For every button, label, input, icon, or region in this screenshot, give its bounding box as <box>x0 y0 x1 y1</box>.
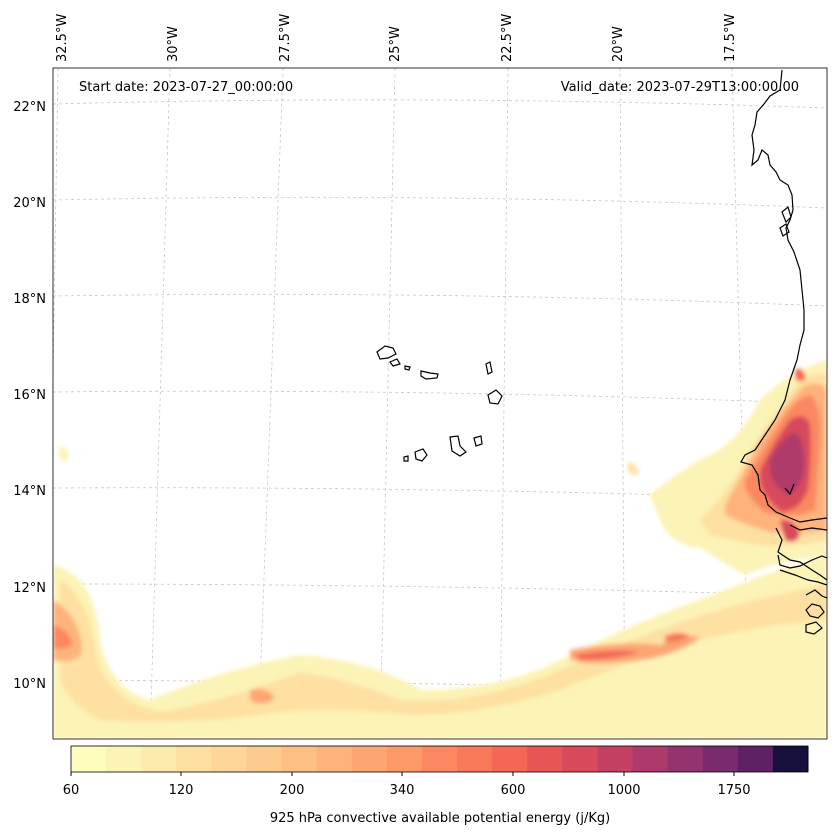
lat-label: 12°N <box>13 581 46 596</box>
coastlines <box>740 69 827 635</box>
colorbar-tick-label: 60 <box>63 783 80 798</box>
colorbar-ticks <box>70 772 735 776</box>
colorbar-swatch <box>176 746 212 772</box>
colorbar-swatch <box>457 746 493 772</box>
lon-label: 22.5°W <box>500 14 515 62</box>
colorbar-swatch <box>141 746 177 772</box>
valid-date-label: Valid_date: 2023-07-29T13:00:00.00 <box>561 80 799 95</box>
colorbar-tick-label: 120 <box>169 783 194 798</box>
colorbar-tick-label: 200 <box>280 783 305 798</box>
lat-label: 18°N <box>13 292 46 307</box>
colorbar-swatch <box>667 746 704 772</box>
colorbar-swatch <box>281 746 318 772</box>
lat-label: 22°N <box>13 100 46 115</box>
lat-label: 10°N <box>13 677 46 692</box>
colorbar-swatch <box>737 746 774 772</box>
map-frame <box>52 67 828 740</box>
colorbar-swatch <box>351 746 388 772</box>
lat-label: 16°N <box>13 388 46 403</box>
lon-label: 32.5°W <box>55 14 70 62</box>
colorbar-tick-label: 1750 <box>717 783 750 798</box>
cape-verde-islands <box>376 345 503 462</box>
lon-label: 27.5°W <box>278 14 293 62</box>
colorbar-swatch <box>702 746 739 772</box>
colorbar-swatch <box>527 746 563 772</box>
colorbar-frame <box>70 745 809 773</box>
colorbar <box>71 746 809 772</box>
colorbar-swatch <box>772 746 809 772</box>
colorbar-swatch <box>492 746 528 772</box>
colorbar-swatch <box>106 746 142 772</box>
colorbar-swatch <box>386 746 423 772</box>
graticule <box>53 68 827 739</box>
lat-label: 14°N <box>13 484 46 499</box>
colorbar-swatch <box>316 746 353 772</box>
colorbar-swatch <box>421 746 458 772</box>
colorbar-tick-label: 1000 <box>607 783 640 798</box>
lon-label: 17.5°W <box>723 14 738 62</box>
lon-label: 30°W <box>166 26 181 62</box>
colorbar-tick-label: 340 <box>390 783 415 798</box>
colorbar-label: 925 hPa convective available potential e… <box>270 811 610 826</box>
colorbar-swatch <box>562 746 598 772</box>
colorbar-swatch <box>597 746 634 772</box>
colorbar-swatch <box>71 746 107 772</box>
colorbar-swatch <box>246 746 283 772</box>
lat-label: 20°N <box>13 196 46 211</box>
colorbar-tick-label: 600 <box>501 783 526 798</box>
colorbar-swatch <box>211 746 247 772</box>
lon-label: 25°W <box>388 26 403 62</box>
colorbar-swatch <box>632 746 669 772</box>
cape-field <box>53 360 827 739</box>
lon-label: 20°W <box>611 26 626 62</box>
start-date-label: Start date: 2023-07-27_00:00:00 <box>79 80 293 95</box>
